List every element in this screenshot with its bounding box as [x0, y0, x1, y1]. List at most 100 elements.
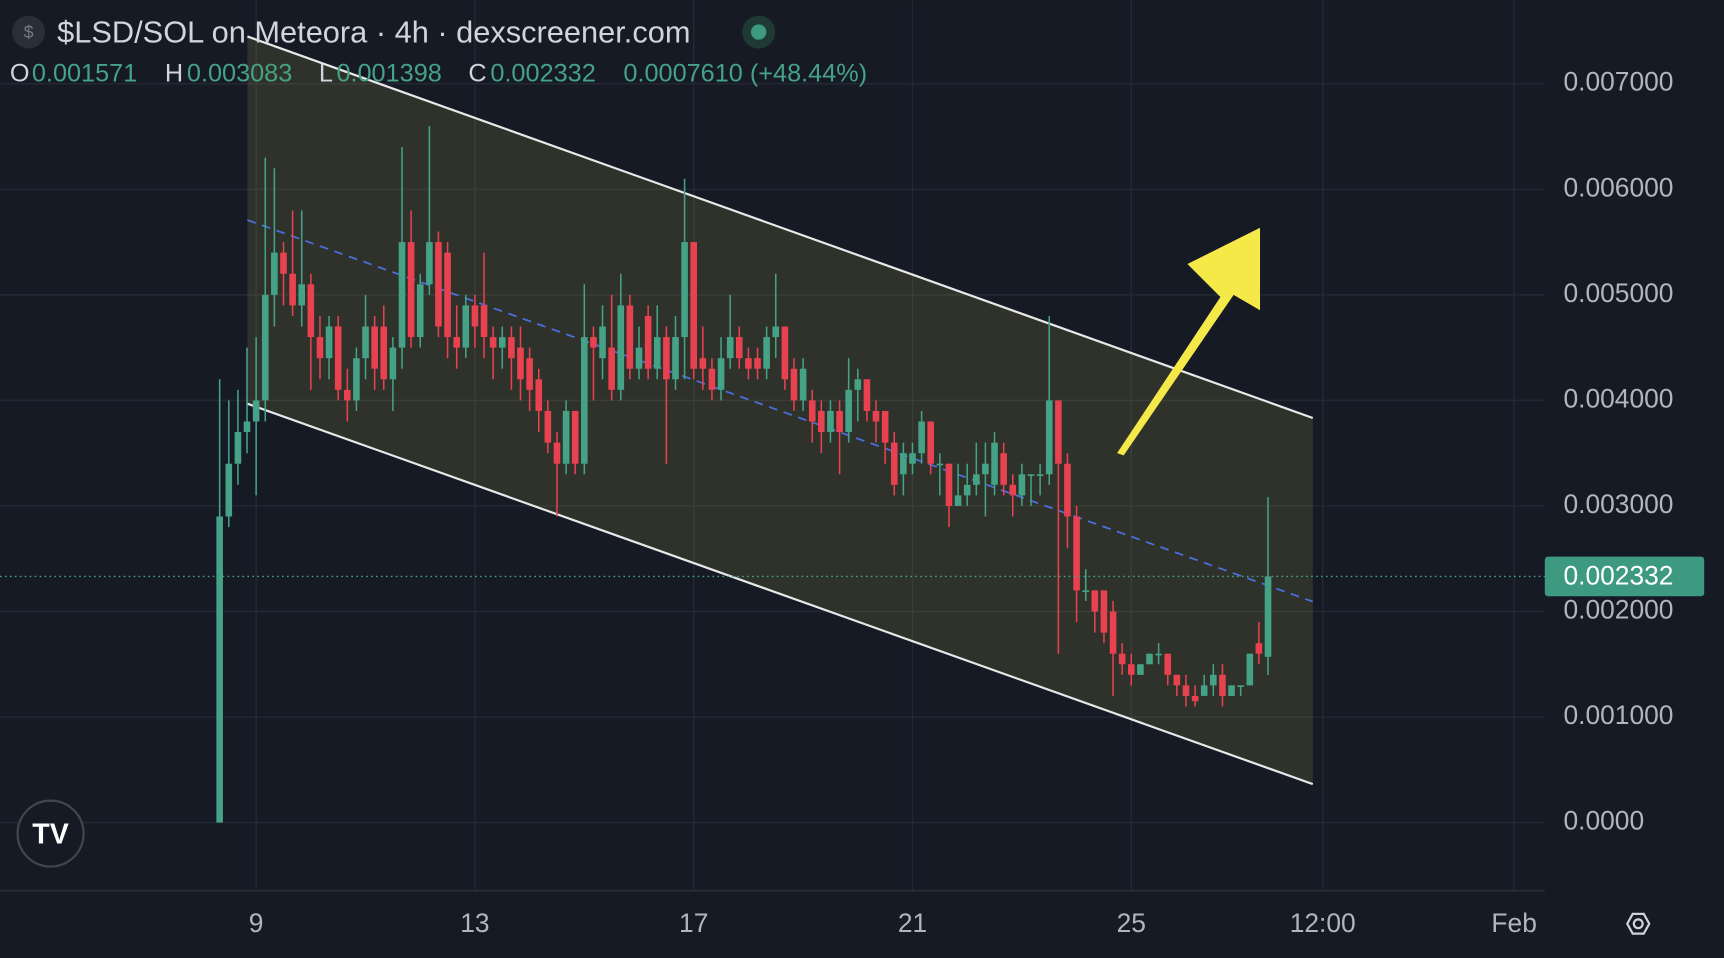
ohlc-value: 0.003083	[187, 60, 292, 88]
candle-body	[982, 463, 989, 475]
candle-body	[1082, 590, 1090, 593]
candle-body	[653, 337, 661, 369]
channel-median	[247, 219, 1314, 603]
candle-body	[635, 347, 643, 369]
y-tick-label: 0.006000	[1563, 172, 1673, 202]
x-tick-label: 12:00	[1290, 908, 1356, 938]
candle-body	[1191, 695, 1199, 702]
candle-body	[963, 484, 971, 496]
candle-body	[261, 294, 269, 401]
candle-body	[252, 400, 260, 422]
y-tick-label: 0.0000	[1563, 806, 1644, 836]
candle-body	[1036, 474, 1044, 476]
candle-body	[462, 305, 470, 348]
candle-body	[508, 337, 515, 359]
candle-body	[435, 242, 442, 327]
y-tick-label: 0.003000	[1563, 489, 1673, 519]
candle-body	[808, 400, 816, 422]
candle-body	[818, 410, 825, 433]
y-tick-label: 0.007000	[1563, 67, 1673, 97]
candle-body	[1064, 463, 1071, 517]
candle-body	[672, 337, 679, 380]
last-price-box	[1544, 556, 1705, 597]
candle-body	[1073, 516, 1080, 591]
tv-logo-glyph: TV	[32, 818, 69, 850]
candle-body	[1219, 674, 1226, 696]
candle-body	[416, 284, 424, 338]
last-price-label: 0.002332	[1563, 561, 1673, 591]
y-tick-label: 0.004000	[1563, 383, 1673, 413]
candle-body	[936, 463, 944, 466]
candle-body	[1146, 653, 1153, 665]
candle-body	[617, 305, 625, 390]
candle-body	[344, 389, 351, 401]
candle-body	[1127, 664, 1135, 675]
candle-body	[781, 326, 789, 380]
candle-body	[535, 379, 543, 411]
ohlc-label: L	[319, 60, 333, 88]
candle-body	[1018, 474, 1026, 496]
candle-body	[325, 326, 333, 359]
candle-body	[681, 242, 688, 338]
candle-body	[316, 337, 324, 359]
ohlc-label: C	[468, 60, 486, 88]
candle-body	[581, 337, 588, 464]
candle-body	[1255, 643, 1263, 654]
x-tick-label: 25	[1117, 908, 1146, 938]
candle-body	[881, 410, 889, 443]
ohlc-value: 0.001398	[336, 60, 441, 88]
candle-body	[471, 305, 479, 327]
candle-body	[1155, 653, 1162, 656]
token-icon	[12, 15, 46, 49]
candle-body	[1228, 685, 1235, 696]
candle-body	[590, 337, 597, 348]
candle-body	[663, 337, 670, 380]
channel-lower	[247, 402, 1314, 786]
candle-body	[909, 453, 916, 464]
candle-body	[544, 410, 552, 443]
candle-body	[763, 337, 770, 369]
candle-body	[1027, 474, 1035, 476]
candle-body	[699, 358, 707, 369]
settings-icon-center	[1632, 918, 1644, 930]
candle-body	[271, 252, 278, 295]
candle-body	[371, 326, 378, 369]
candle-body	[1137, 664, 1144, 675]
y-tick-label: 0.002000	[1563, 594, 1673, 624]
chart-title: $LSD/SOL on Meteora · 4h · dexscreener.c…	[57, 14, 690, 49]
candle-body	[426, 242, 433, 285]
candle-body	[480, 305, 488, 338]
candle-body	[216, 516, 223, 823]
candle-body	[444, 252, 451, 338]
candle-body	[991, 442, 998, 485]
settings-icon[interactable]	[1625, 912, 1651, 935]
candle-body	[280, 252, 287, 274]
candle-body	[298, 284, 306, 306]
tv-logo[interactable]	[16, 799, 85, 868]
candle-body	[945, 463, 953, 506]
ohlc-label: H	[165, 60, 183, 88]
candle-body	[1055, 400, 1062, 464]
candle-body	[1264, 576, 1272, 657]
x-tick-label: 17	[679, 908, 708, 938]
candle-body	[827, 410, 834, 433]
candle-body	[973, 474, 980, 485]
candle-body	[745, 358, 752, 369]
candle-body	[234, 432, 242, 464]
candle-body	[1091, 590, 1099, 612]
ohlc-value: 0.001571	[32, 60, 137, 88]
status-dot	[750, 24, 767, 40]
candle-body	[1182, 685, 1190, 696]
candle-body	[380, 326, 388, 380]
ohlc-label: O	[10, 60, 30, 88]
change-label: 0.0007610 (+48.44%)	[623, 60, 867, 88]
candle-body	[389, 347, 397, 380]
candle-body	[526, 358, 533, 390]
channel-fill	[247, 36, 1313, 785]
candle-body	[334, 326, 342, 390]
candle-body	[735, 337, 743, 359]
y-tick-label: 0.005000	[1563, 278, 1673, 308]
x-tick-label: 21	[898, 908, 927, 938]
